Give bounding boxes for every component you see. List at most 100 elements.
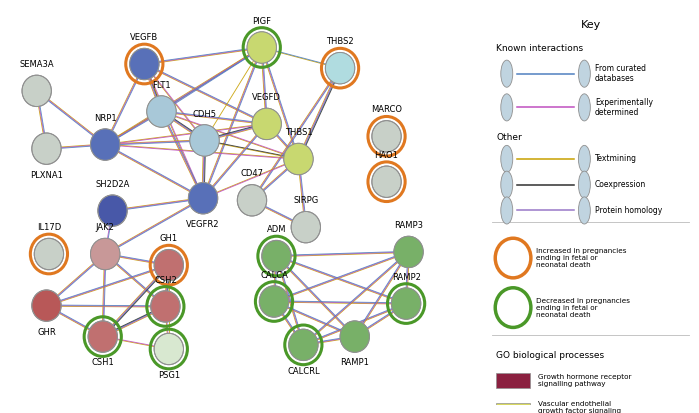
Ellipse shape [252, 108, 281, 140]
Ellipse shape [252, 108, 281, 140]
Ellipse shape [147, 96, 176, 127]
Ellipse shape [147, 96, 176, 127]
Ellipse shape [284, 143, 313, 175]
Text: PIGF: PIGF [252, 17, 271, 26]
Ellipse shape [22, 75, 52, 107]
Ellipse shape [325, 52, 354, 84]
Ellipse shape [291, 211, 320, 243]
Ellipse shape [247, 32, 276, 63]
Ellipse shape [98, 195, 127, 226]
Text: PLXNA1: PLXNA1 [30, 171, 63, 180]
Text: GHR: GHR [37, 328, 56, 337]
Ellipse shape [90, 238, 120, 270]
Text: Known interactions: Known interactions [496, 44, 584, 53]
Ellipse shape [188, 183, 217, 214]
Text: From curated
databases: From curated databases [595, 64, 646, 83]
Bar [496, 403, 530, 413]
Text: Growth hormone receptor
signalling pathway: Growth hormone receptor signalling pathw… [538, 375, 632, 387]
Ellipse shape [578, 94, 591, 121]
Ellipse shape [34, 238, 64, 270]
Ellipse shape [151, 291, 180, 322]
Ellipse shape [325, 52, 354, 84]
Ellipse shape [259, 286, 289, 317]
Text: CALCA: CALCA [260, 271, 288, 280]
Ellipse shape [190, 125, 219, 156]
Text: VEGFR2: VEGFR2 [187, 220, 219, 229]
Text: CALCRL: CALCRL [287, 367, 319, 376]
Text: CD47: CD47 [240, 169, 264, 178]
Ellipse shape [495, 288, 531, 328]
Ellipse shape [500, 197, 513, 224]
Text: Protein homology: Protein homology [595, 206, 662, 215]
Ellipse shape [247, 32, 276, 63]
Text: MARCO: MARCO [371, 105, 402, 114]
Ellipse shape [237, 185, 267, 216]
Ellipse shape [261, 240, 291, 272]
Text: GH1: GH1 [160, 234, 178, 243]
Ellipse shape [500, 145, 513, 173]
Ellipse shape [500, 94, 513, 121]
Text: SIRPG: SIRPG [293, 196, 319, 205]
Text: CSH2: CSH2 [154, 275, 177, 285]
Ellipse shape [500, 171, 513, 198]
Text: RAMP3: RAMP3 [394, 221, 423, 230]
Text: VEGFD: VEGFD [252, 93, 281, 102]
Ellipse shape [188, 183, 217, 214]
Text: VEGFB: VEGFB [130, 33, 159, 42]
Ellipse shape [90, 129, 120, 160]
Text: GO biological processes: GO biological processes [496, 351, 605, 360]
Ellipse shape [32, 133, 62, 164]
Ellipse shape [578, 60, 591, 87]
Text: HAO1: HAO1 [375, 151, 398, 160]
Text: IL17D: IL17D [37, 223, 61, 232]
Ellipse shape [340, 321, 369, 352]
Ellipse shape [578, 171, 591, 198]
Ellipse shape [578, 145, 591, 173]
Text: SH2D2A: SH2D2A [95, 180, 130, 189]
Ellipse shape [129, 48, 159, 80]
Ellipse shape [500, 60, 513, 87]
Ellipse shape [289, 329, 318, 361]
Ellipse shape [394, 236, 423, 268]
Ellipse shape [372, 166, 401, 197]
Text: ADM: ADM [267, 225, 286, 234]
Text: NRP1: NRP1 [94, 114, 117, 123]
Text: Experimentally
determined: Experimentally determined [595, 98, 653, 117]
Ellipse shape [247, 32, 276, 63]
Ellipse shape [495, 238, 531, 278]
Ellipse shape [129, 48, 159, 80]
Ellipse shape [154, 249, 183, 281]
Ellipse shape [90, 129, 120, 160]
Ellipse shape [372, 121, 401, 152]
Text: Coexpression: Coexpression [595, 180, 646, 189]
Text: PSG1: PSG1 [158, 371, 180, 380]
Text: RAMP1: RAMP1 [340, 358, 369, 368]
Text: THBS2: THBS2 [326, 37, 354, 46]
Ellipse shape [289, 329, 318, 361]
Text: JAK2: JAK2 [96, 223, 115, 232]
Ellipse shape [190, 125, 219, 156]
Text: RAMP2: RAMP2 [391, 273, 421, 282]
Bar [496, 373, 530, 389]
Text: Vascular endothelial
growth factor signaling
pathway: Vascular endothelial growth factor signa… [538, 401, 621, 413]
Text: Increased in pregnancies
ending in fetal or
neonatal death: Increased in pregnancies ending in fetal… [536, 248, 626, 268]
Text: CSH1: CSH1 [92, 358, 114, 368]
Ellipse shape [154, 333, 183, 365]
Ellipse shape [391, 288, 421, 319]
Ellipse shape [32, 290, 62, 321]
Ellipse shape [578, 197, 591, 224]
Text: Decreased in pregnancies
ending in fetal or
neonatal death: Decreased in pregnancies ending in fetal… [536, 298, 630, 318]
Text: SEMA3A: SEMA3A [20, 60, 54, 69]
Ellipse shape [284, 143, 313, 175]
Ellipse shape [147, 96, 176, 127]
Ellipse shape [340, 321, 369, 352]
Ellipse shape [129, 48, 159, 80]
Text: Key: Key [581, 20, 600, 30]
Text: FLT1: FLT1 [152, 81, 171, 90]
Text: Textmining: Textmining [595, 154, 637, 164]
Text: THBS1: THBS1 [284, 128, 312, 137]
Ellipse shape [90, 238, 120, 270]
Ellipse shape [394, 236, 423, 268]
Ellipse shape [88, 321, 117, 352]
Ellipse shape [391, 288, 421, 319]
